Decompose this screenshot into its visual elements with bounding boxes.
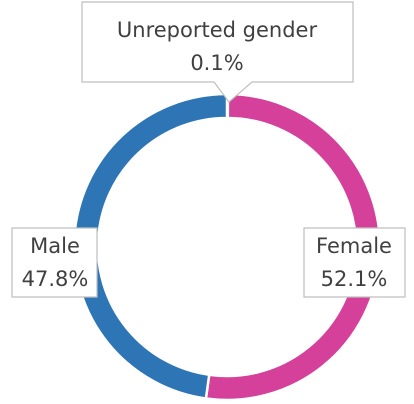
callout-box xyxy=(303,227,406,298)
value-label: 0.1% xyxy=(190,51,243,75)
callout-box xyxy=(11,227,98,298)
value-label: 52.1% xyxy=(321,267,388,291)
value-label: 47.8% xyxy=(22,267,89,291)
category-label: Unreported gender xyxy=(117,18,318,42)
category-label: Female xyxy=(316,234,392,258)
callout-box xyxy=(81,1,354,103)
category-label: Male xyxy=(30,234,80,258)
